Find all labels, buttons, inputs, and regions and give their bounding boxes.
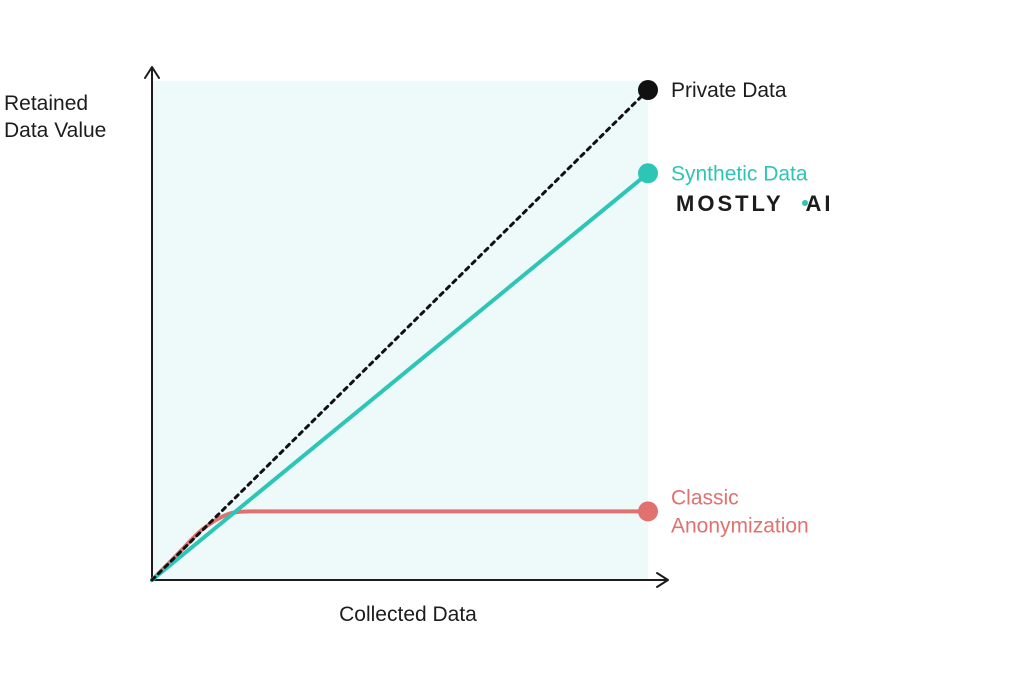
- series-label-classic-anonymization: Classic Anonymization: [671, 486, 809, 537]
- series-line-classic-anonymization: [150, 509, 650, 582]
- series-label-private-data-line-1: Private Data: [671, 79, 787, 102]
- series-layer: Classic Anonymization Synthetic Data Privat…: [150, 79, 809, 582]
- brand-logo-left: MOSTLY: [676, 191, 783, 216]
- series-label-classic-anonymization-line-1: Classic: [671, 486, 739, 509]
- brand-logo-right: AI: [806, 191, 834, 216]
- x-axis-label: Collected Data: [339, 603, 477, 626]
- series-label-private-data: Private Data: [671, 79, 787, 102]
- plot-background: [152, 81, 648, 580]
- series-line-private-data: [150, 88, 650, 582]
- series-label-synthetic-data-line-1: Synthetic Data: [671, 162, 808, 185]
- series-endpoint-classic-anonymization: [638, 501, 658, 522]
- series-label-synthetic-data: Synthetic Data: [671, 162, 808, 185]
- series-endpoint-private-data: [638, 80, 658, 100]
- brand-logo: MOSTLY AI: [676, 191, 834, 216]
- brand-dot-icon: [802, 200, 808, 206]
- series-endpoint-synthetic-data: [638, 163, 658, 184]
- series-line-synthetic-data: [150, 171, 650, 582]
- brand-logo-text: MOSTLY AI: [676, 191, 834, 216]
- y-axis-label-line-2: Data Value: [4, 119, 106, 142]
- y-axis-arrowhead: [144, 66, 160, 79]
- axes: [144, 66, 669, 588]
- series-label-classic-anonymization-line-2: Anonymization: [671, 514, 809, 537]
- x-axis-arrowhead: [656, 572, 669, 588]
- y-axis-label-line-1: Retained: [4, 92, 88, 115]
- y-axis-label: Retained Data Value: [4, 92, 106, 142]
